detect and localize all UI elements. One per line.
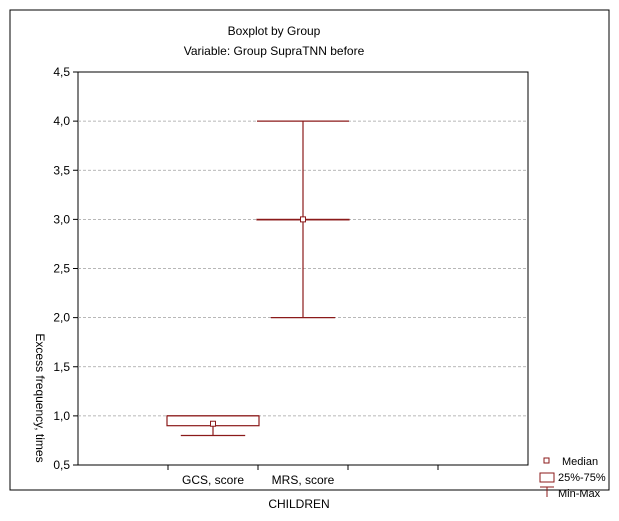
chart-title: Boxplot by Group — [228, 24, 321, 38]
median-marker — [210, 420, 216, 427]
x-tick-label: GCS, score — [182, 473, 244, 487]
plot-area: 0,5 1,0 1,5 2,0 2,5 3,0 3,5 4,0 4,5 GCS, score MRS… — [53, 65, 529, 487]
x-tick-label: MRS, score — [272, 473, 335, 487]
median-marker — [300, 216, 306, 223]
boxplot-group — [166, 415, 260, 437]
y-tick-label: 4,0 — [53, 114, 70, 128]
legend-minmax-label: Min-Max — [558, 488, 601, 500]
legend-box-swatch — [539, 472, 555, 483]
y-tick-label: 1,5 — [53, 360, 70, 374]
y-tick-label: 2,5 — [53, 262, 70, 276]
y-tick-label: 0,5 — [53, 458, 70, 472]
y-tick-label: 2,0 — [53, 311, 70, 325]
y-tick-label: 1,0 — [53, 409, 70, 423]
boxplot-group — [256, 120, 350, 319]
y-axis-label: Excess frequency, times — [33, 333, 47, 462]
y-tick-label: 4,5 — [53, 65, 70, 79]
chart-subtitle: Variable: Group SupraTNN before — [184, 44, 365, 58]
legend-median-label: Median — [562, 456, 598, 468]
x-axis-label: CHILDREN — [268, 497, 329, 511]
y-tick-label: 3,5 — [53, 163, 70, 177]
legend-median-swatch — [543, 457, 550, 464]
legend-box-label: 25%-75% — [558, 472, 606, 484]
chart-frame — [9, 9, 610, 491]
legend: Median 25%-75% Min-Max — [539, 456, 606, 500]
y-tick-label: 3,0 — [53, 212, 70, 226]
